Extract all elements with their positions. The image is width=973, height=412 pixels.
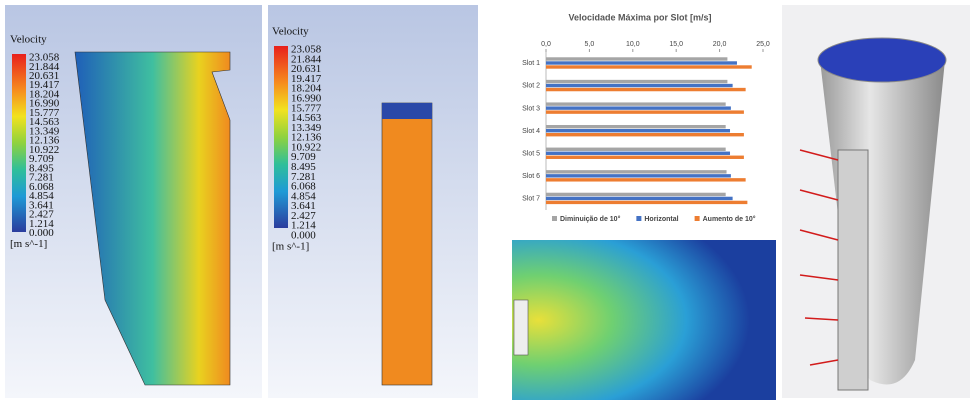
bar — [546, 193, 726, 196]
bar — [546, 152, 730, 155]
y-tick-label: Slot 2 — [522, 83, 540, 90]
cfd-slot-column — [382, 103, 432, 385]
cfd-top — [382, 103, 432, 119]
legend-swatch — [695, 216, 700, 221]
cfd-jet — [512, 240, 776, 400]
bar — [546, 133, 744, 136]
y-tick-label: Slot 1 — [522, 60, 540, 67]
bar — [546, 57, 727, 60]
nozzle — [514, 300, 528, 355]
colorbar-unit: [m s^-1] — [272, 241, 309, 253]
bar — [546, 201, 747, 204]
y-tick-label: Slot 3 — [522, 105, 540, 112]
bar — [546, 88, 746, 91]
x-tick-label: 0,0 — [541, 41, 551, 48]
3d-inlet — [818, 38, 946, 82]
legend-label: Diminuição de 10° — [560, 215, 621, 223]
colorbar — [274, 46, 288, 228]
colorbar-title: Velocity — [10, 34, 47, 46]
x-tick-label: 25,0 — [756, 41, 770, 48]
bar — [546, 61, 737, 64]
bar — [546, 174, 731, 177]
bar — [546, 178, 746, 181]
colorbar-title: Velocity — [272, 26, 309, 38]
bar — [546, 110, 744, 113]
bar — [546, 156, 744, 159]
bar — [546, 106, 731, 109]
y-tick-label: Slot 4 — [522, 128, 540, 135]
y-tick-label: Slot 6 — [522, 173, 540, 180]
bar — [546, 197, 733, 200]
legend-label: Aumento de 10° — [703, 215, 756, 223]
colorbar-unit: [m s^-1] — [10, 238, 47, 250]
bar — [546, 148, 726, 151]
x-tick-label: 20,0 — [713, 41, 727, 48]
bar — [546, 80, 727, 83]
bar — [546, 129, 730, 132]
y-tick-label: Slot 5 — [522, 150, 540, 157]
bar — [546, 65, 752, 68]
bar — [546, 102, 726, 105]
chart-title: Velocidade Máxima por Slot [m/s] — [568, 12, 711, 22]
y-tick-label: Slot 7 — [522, 196, 540, 203]
colorbar — [12, 54, 26, 232]
legend-swatch — [552, 216, 557, 221]
x-tick-label: 15,0 — [669, 41, 683, 48]
legend-label: Horizontal — [644, 216, 678, 223]
bar — [546, 84, 733, 87]
figure: Velocity23.05821.84420.63119.41718.20416… — [0, 0, 973, 407]
x-tick-label: 10,0 — [626, 41, 640, 48]
legend-swatch — [636, 216, 641, 221]
bar — [546, 170, 727, 173]
3d-slots — [838, 150, 868, 390]
bar — [546, 125, 726, 128]
x-tick-label: 5,0 — [585, 41, 595, 48]
